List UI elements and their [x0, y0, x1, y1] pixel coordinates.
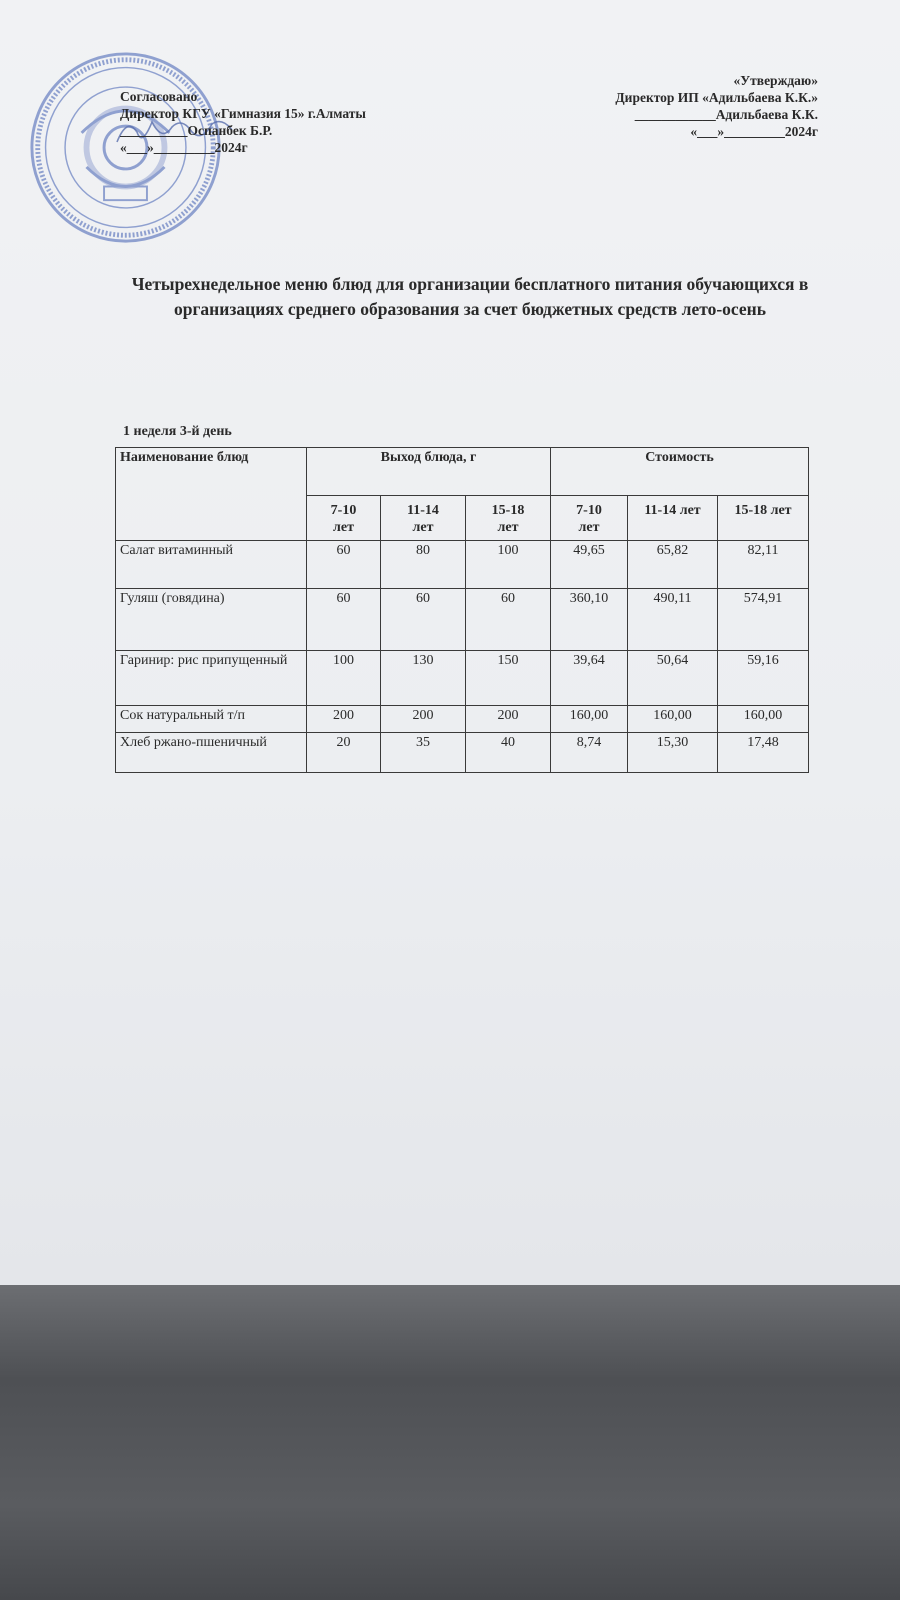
- agreed-signatory: __________Оспанбек Б.Р.: [120, 123, 273, 138]
- yield-cell: 130: [380, 650, 466, 706]
- table-row: Салат витаминный 60 80 100 49,65 65,82 82,11: [115, 540, 809, 589]
- yield-cell: 60: [306, 588, 381, 651]
- background-surface: [0, 1285, 900, 1600]
- yield-cell: 200: [465, 705, 551, 733]
- header-age-cost: 11-14 лет: [627, 495, 718, 541]
- dish-name: Хлеб ржано-пшеничный: [115, 732, 307, 773]
- yield-cell: 60: [465, 588, 551, 651]
- signature: [116, 120, 233, 143]
- cost-cell: 160,00: [627, 705, 718, 733]
- cost-cell: 15,30: [627, 732, 718, 773]
- approved-date: «___»_________2024г: [690, 124, 818, 139]
- document-title: Четырехнедельное меню блюд для организац…: [131, 274, 809, 319]
- cost-cell: 82,11: [717, 540, 809, 589]
- yield-cell: 150: [465, 650, 551, 706]
- header-age-yield: 15-18 лет: [465, 495, 551, 541]
- cost-cell: 59,16: [717, 650, 809, 706]
- yield-cell: 200: [380, 705, 466, 733]
- approved-position: Директор ИП «Адильбаева К.К.»: [615, 90, 818, 105]
- yield-cell: 100: [465, 540, 551, 589]
- cost-cell: 17,48: [717, 732, 809, 773]
- cost-cell: 8,74: [550, 732, 628, 773]
- cost-cell: 39,64: [550, 650, 628, 706]
- cost-cell: 360,10: [550, 588, 628, 651]
- agreement-block: Согласовано Директор КГУ «Гимназия 15» г…: [120, 88, 366, 156]
- table-row: Гуляш (говядина) 60 60 60 360,10 490,11 574,91: [115, 588, 809, 651]
- cost-cell: 65,82: [627, 540, 718, 589]
- agreed-date: «___»_________2024г: [120, 140, 248, 155]
- agreed-position: Директор КГУ «Гимназия 15» г.Алматы: [120, 106, 366, 121]
- table-row: Гаринир: рис припущенный 100 130 150 39,64 50…: [115, 650, 809, 706]
- table-row: Сок натуральный т/п 200 200 200 160,00 160,00…: [115, 705, 809, 733]
- cost-cell: 50,64: [627, 650, 718, 706]
- dish-name: Гаринир: рис припущенный: [115, 650, 307, 706]
- menu-table: Наименование блюд Выход блюда, г Стоимос…: [115, 447, 809, 773]
- header-cost: Стоимость: [550, 447, 809, 496]
- header-dish-name: Наименование блюд: [115, 447, 307, 541]
- approval-block: «Утверждаю» Директор ИП «Адильбаева К.К.…: [615, 72, 818, 140]
- yield-cell: 60: [306, 540, 381, 589]
- dish-name: Гуляш (говядина): [115, 588, 307, 651]
- cost-cell: 490,11: [627, 588, 718, 651]
- yield-cell: 35: [380, 732, 466, 773]
- approved-signatory: ____________Адильбаева К.К.: [634, 107, 818, 122]
- table-row: Хлеб ржано-пшеничный 20 35 40 8,74 15,30 17,48: [115, 732, 809, 773]
- official-seal-stamp: [30, 52, 221, 243]
- cost-cell: 574,91: [717, 588, 809, 651]
- menu-day-label: 1 неделя 3-й день: [123, 424, 232, 439]
- yield-cell: 20: [306, 732, 381, 773]
- yield-cell: 200: [306, 705, 381, 733]
- approved-label: «Утверждаю»: [733, 73, 818, 88]
- header-age-cost: 15-18 лет: [717, 495, 809, 541]
- cost-cell: 160,00: [717, 705, 809, 733]
- yield-cell: 80: [380, 540, 466, 589]
- header-age-yield: 11-14 лет: [380, 495, 466, 541]
- header-age-cost: 7-10 лет: [550, 495, 628, 541]
- yield-cell: 100: [306, 650, 381, 706]
- cost-cell: 160,00: [550, 705, 628, 733]
- yield-cell: 60: [380, 588, 466, 651]
- header-age-yield: 7-10 лет: [306, 495, 381, 541]
- cost-cell: 49,65: [550, 540, 628, 589]
- header-yield: Выход блюда, г: [306, 447, 551, 496]
- yield-cell: 40: [465, 732, 551, 773]
- dish-name: Салат витаминный: [115, 540, 307, 589]
- agreed-label: Согласовано: [120, 89, 198, 104]
- dish-name: Сок натуральный т/п: [115, 705, 307, 733]
